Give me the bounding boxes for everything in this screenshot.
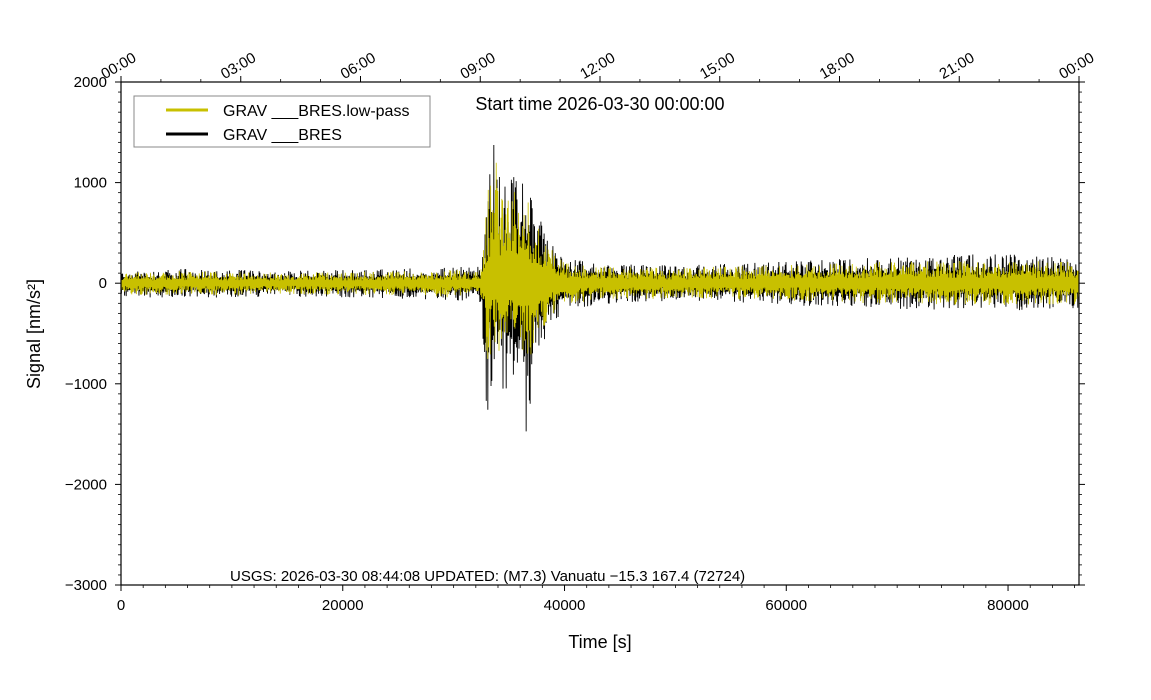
top-tick-label: 00:00 — [1056, 49, 1097, 82]
legend: GRAV ___BRES.low-pass GRAV ___BRES — [133, 95, 431, 148]
x-axis-label: Time [s] — [568, 632, 631, 652]
series-line-0 — [120, 162, 1080, 359]
top-tick-label: 06:00 — [338, 49, 379, 82]
x-tick-label: 60000 — [765, 597, 807, 614]
event-annotation: USGS: 2026-03-30 08:44:08 UPDATED: (M7.3… — [230, 568, 745, 585]
ticks-layer — [115, 76, 1085, 591]
y-tick-label: 0 — [99, 275, 107, 292]
legend-box — [133, 95, 431, 148]
top-tick-label: 18:00 — [817, 49, 858, 82]
y-tick-label: 2000 — [74, 74, 107, 91]
x-tick-label: 0 — [117, 597, 125, 614]
top-tick-label: 09:00 — [457, 49, 498, 82]
top-tick-label: 12:00 — [577, 49, 618, 82]
top-tick-label: 15:00 — [697, 49, 738, 82]
y-tick-label: −3000 — [65, 577, 107, 594]
x-tick-label: 80000 — [987, 597, 1029, 614]
y-tick-label: 1000 — [74, 175, 107, 192]
traces-layer — [120, 145, 1080, 432]
top-tick-label: 00:00 — [98, 49, 139, 82]
chart-title: Start time 2026-03-30 00:00:00 — [475, 94, 724, 114]
plot-frame — [120, 81, 1080, 586]
legend-label-raw: GRAV ___BRES — [223, 127, 342, 144]
x-tick-labels: 0 20000 40000 60000 80000 — [117, 597, 1029, 614]
top-tick-label: 03:00 — [218, 49, 259, 82]
y-axis-label: Signal [nm/s²] — [24, 279, 44, 389]
legend-label-lowpass: GRAV ___BRES.low-pass — [223, 103, 409, 120]
top-tick-labels: 00:00 03:00 06:00 09:00 12:00 15:00 18:00 21:00… — [98, 49, 1097, 82]
series-trace-0 — [120, 162, 1080, 359]
x-tick-label: 40000 — [544, 597, 586, 614]
top-tick-label: 21:00 — [936, 49, 977, 82]
y-tick-label: −1000 — [65, 376, 107, 393]
x-tick-label: 20000 — [322, 597, 364, 614]
y-tick-labels: −3000 −2000 −1000 0 1000 2000 — [65, 74, 107, 594]
y-tick-label: −2000 — [65, 476, 107, 493]
